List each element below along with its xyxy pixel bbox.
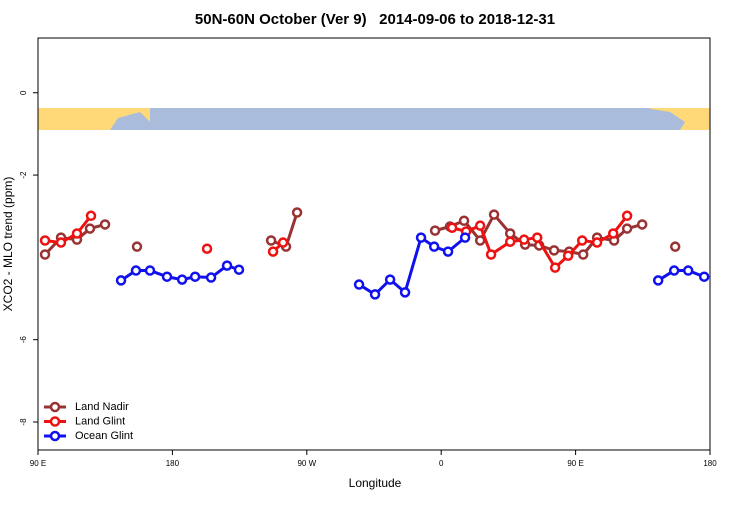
data-point [176, 274, 188, 285]
data-point [591, 237, 603, 248]
y-tick-label: 0 [19, 90, 28, 95]
data-point [201, 243, 213, 254]
data-point [607, 228, 619, 239]
data-point [548, 245, 560, 256]
data-point [474, 235, 486, 246]
data-point [446, 222, 458, 233]
legend-label: Ocean Glint [75, 430, 133, 442]
data-point [369, 289, 381, 300]
data-point [131, 241, 143, 252]
data-point [577, 249, 589, 260]
data-point [669, 241, 681, 252]
data-point [576, 235, 588, 246]
data-point [233, 264, 245, 275]
data-point [668, 265, 680, 276]
x-tick-label: 90 W [297, 459, 316, 468]
data-point [415, 232, 427, 243]
data-point [682, 265, 694, 276]
data-point [458, 215, 470, 226]
data-point [621, 210, 633, 222]
data-point [518, 234, 530, 245]
chart-title: 50N-60N October (Ver 9) 2014-09-06 to 20… [195, 11, 555, 28]
data-point [488, 209, 500, 220]
data-point [84, 223, 96, 234]
data-point [428, 241, 440, 252]
data-point [130, 265, 142, 276]
data-point [115, 275, 127, 286]
x-tick-label: 180 [703, 459, 717, 468]
data-point [353, 279, 365, 290]
map-strip [38, 108, 710, 130]
data-point [267, 246, 279, 257]
data-point [99, 219, 111, 230]
data-point [698, 271, 710, 282]
data-point [384, 274, 396, 285]
data-point [504, 228, 516, 239]
data-point [39, 235, 51, 246]
y-tick-label: -8 [19, 418, 28, 426]
x-tick-label: 180 [166, 459, 180, 468]
data-point [429, 225, 441, 236]
data-point [55, 237, 67, 248]
data-point [485, 249, 497, 260]
y-tick-label: -6 [19, 336, 28, 344]
legend-marker [49, 416, 61, 427]
data-point [549, 262, 561, 273]
data-point [277, 237, 289, 248]
data-point [636, 219, 648, 230]
legend-label: Land Glint [75, 415, 125, 427]
data-point [459, 232, 471, 243]
data-point [531, 232, 543, 243]
data-point [504, 236, 516, 247]
data-point [291, 207, 303, 218]
legend-marker [49, 430, 61, 442]
x-tick-label: 90 E [30, 459, 46, 468]
data-point [265, 235, 277, 246]
data-point [474, 220, 486, 231]
plot-frame [37, 37, 711, 451]
data-point [71, 228, 83, 239]
data-point [144, 265, 156, 276]
data-point [189, 271, 201, 282]
legend-marker [49, 401, 61, 413]
data-point [39, 249, 51, 260]
data-point [621, 223, 633, 234]
data-point [442, 246, 454, 257]
data-point [161, 271, 173, 282]
data-point [562, 250, 574, 261]
legend-label: Land Nadir [75, 401, 129, 413]
x-tick-label: 90 E [567, 459, 583, 468]
data-point [221, 260, 233, 271]
y-axis-label: XCO2 - MLO trend (ppm) [1, 177, 15, 312]
x-axis-label: Longitude [349, 476, 402, 490]
data-point [399, 287, 411, 298]
data-point [205, 272, 217, 283]
data-point [85, 210, 97, 222]
y-tick-label: -2 [19, 171, 28, 179]
data-point [652, 275, 664, 286]
x-tick-label: 0 [439, 459, 444, 468]
